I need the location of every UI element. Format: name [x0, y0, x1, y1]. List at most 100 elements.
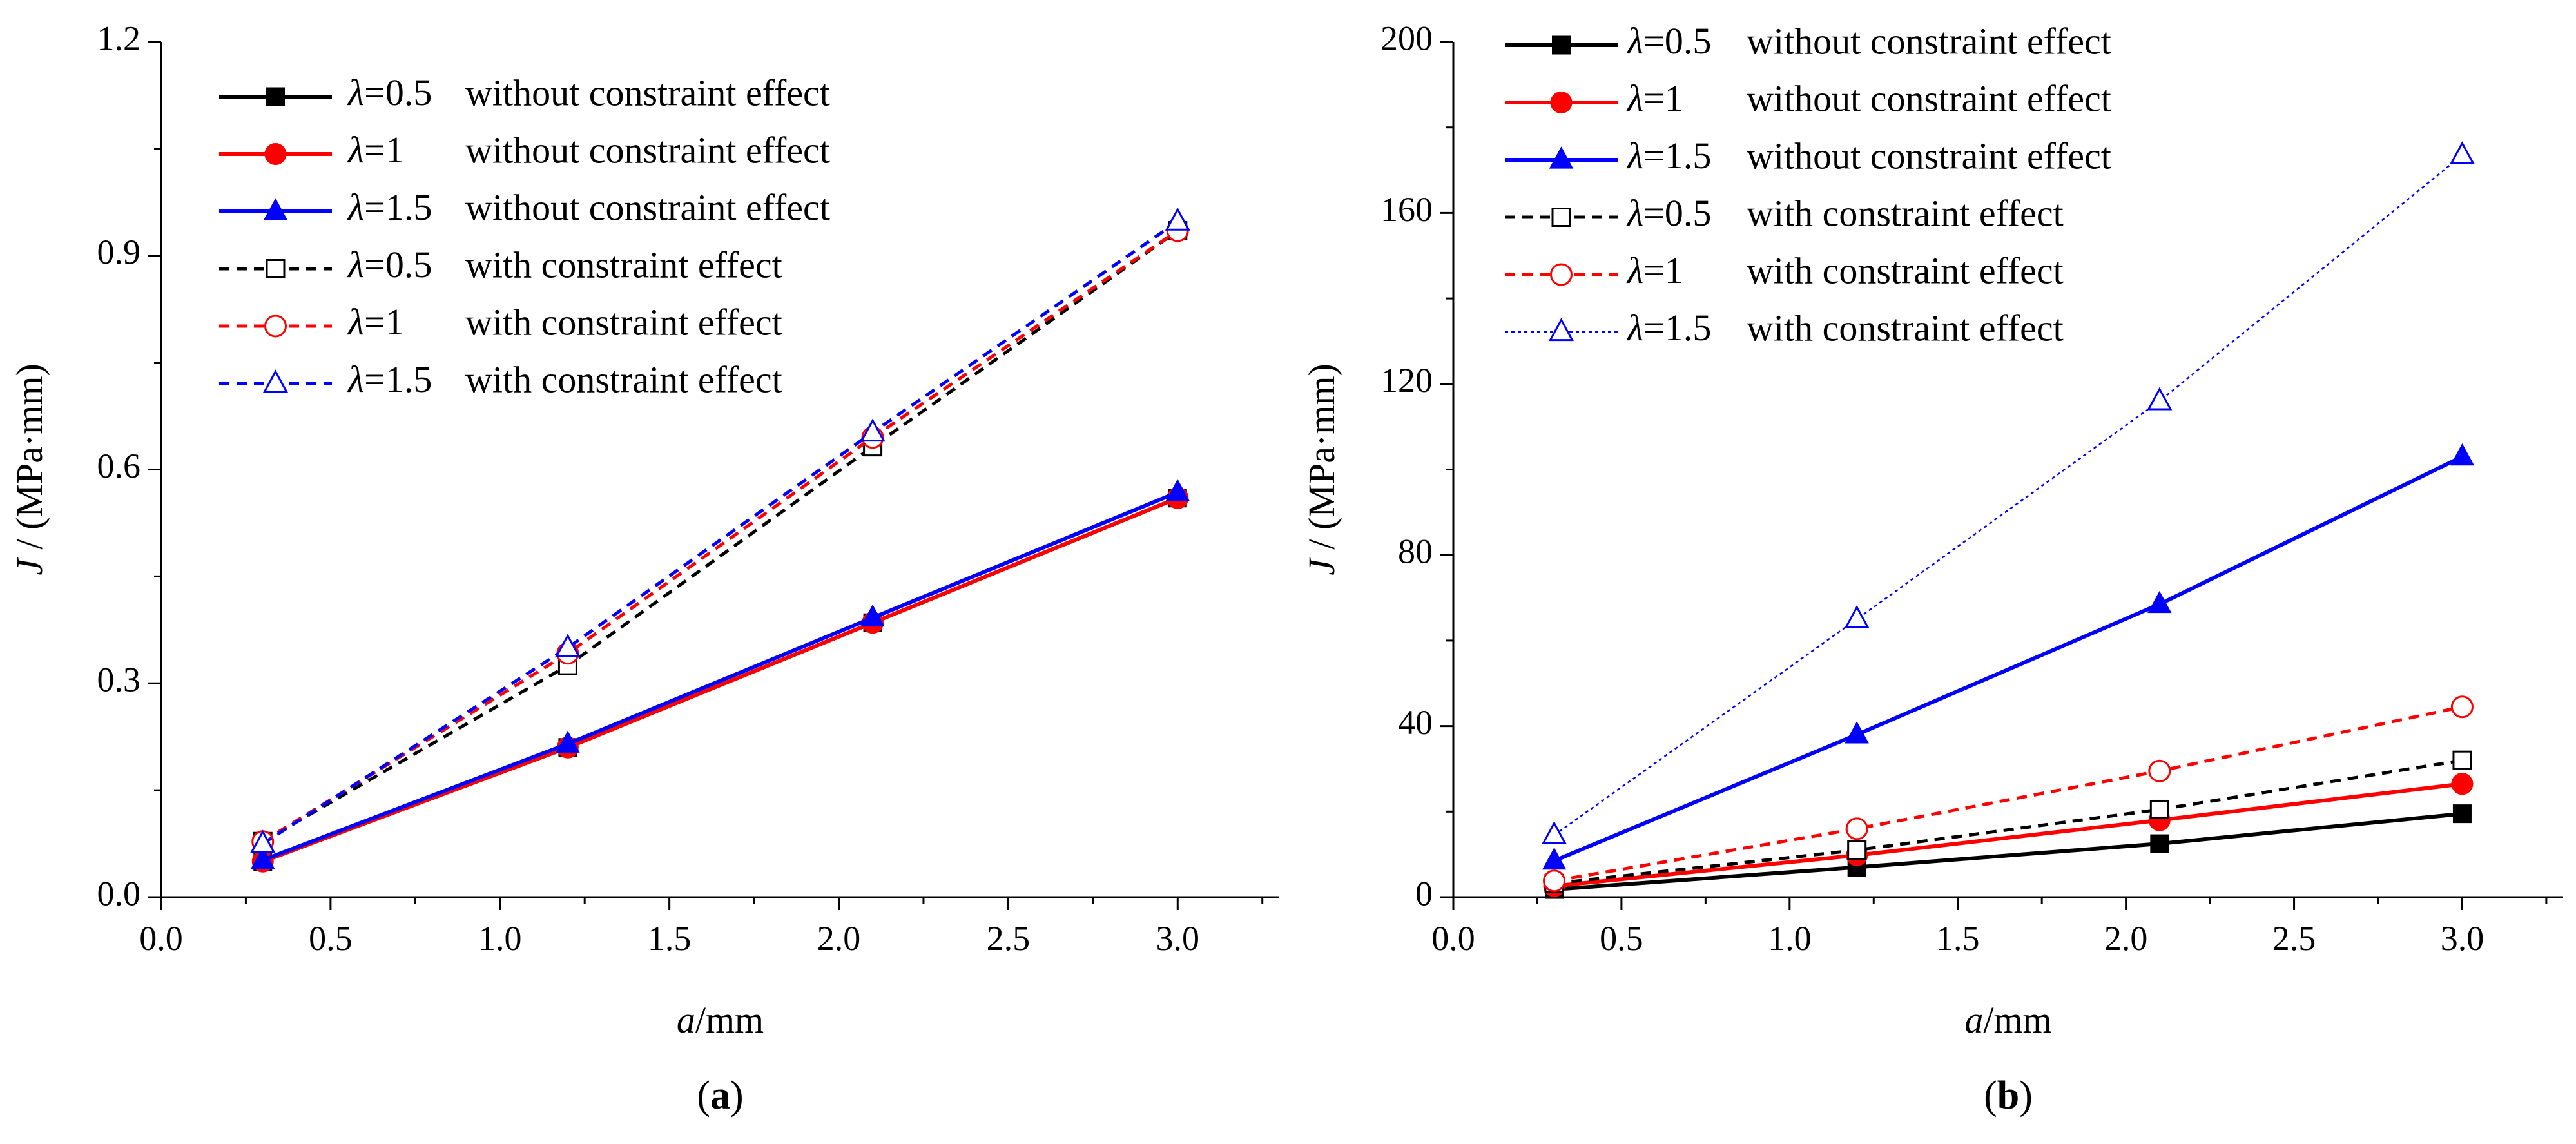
legend-marker: [1549, 146, 1574, 169]
legend-lambda: λ=0.5: [347, 72, 432, 113]
data-point: [2148, 759, 2171, 782]
legend-label: with constraint effect: [1747, 307, 2064, 349]
data-point: [2450, 443, 2475, 466]
data-point: [1165, 207, 1190, 231]
data-point: [2149, 799, 2169, 819]
panel-label: (a): [697, 1074, 743, 1118]
x-tick-label: 2.5: [2272, 919, 2316, 958]
legend-marker: [1548, 318, 1574, 342]
y-tick-label: 120: [1380, 361, 1433, 400]
legend-lambda: λ=1.5: [1626, 135, 1711, 177]
x-tick-label: 1.5: [1936, 919, 1980, 958]
data-point: [1844, 605, 1870, 628]
data-point: [250, 829, 276, 853]
legend-marker: [264, 143, 287, 165]
legend-lambda: λ=1: [347, 129, 404, 171]
series-3: [251, 479, 1190, 869]
legend-marker: [262, 369, 289, 393]
legend-lambda: λ=1.5: [347, 186, 432, 228]
legend-label: without constraint effect: [1747, 77, 2111, 119]
legend-label: with constraint effect: [1747, 249, 2064, 291]
data-point: [1542, 847, 1567, 870]
series-line: [262, 220, 1179, 846]
x-tick-label: 0.5: [1600, 919, 1643, 958]
data-point: [2150, 834, 2169, 853]
data-point: [1165, 479, 1190, 501]
series-line: [1554, 759, 2463, 886]
legend-label: with constraint effect: [465, 301, 782, 343]
x-tick-label: 2.5: [987, 919, 1031, 958]
data-point: [2147, 590, 2172, 614]
legend-marker: [1551, 208, 1571, 227]
series-3: [1542, 443, 2475, 870]
panel-a: 0.0 0.5 1.0 1.5 2.0 2.5 3.0 0.0 0.3 0.6 0.9 1.2 a/mm…: [8, 19, 1279, 1118]
x-tick-label: 3.0: [2441, 919, 2484, 958]
series-1: [1545, 804, 2472, 899]
legend-label: with constraint effect: [465, 244, 782, 286]
y-tick-label: 0.0: [97, 874, 141, 913]
legend-label: without constraint effect: [465, 186, 830, 228]
legend-marker: [266, 259, 286, 278]
legend-label: without constraint effect: [1747, 20, 2111, 62]
data-point: [1845, 817, 1868, 840]
x-tick-label: 1.0: [1768, 919, 1812, 958]
legend-lambda: λ=1: [1626, 77, 1683, 119]
data-point: [1542, 821, 1567, 844]
y-axis-label: J / (MPa·mm): [1301, 364, 1342, 576]
legend-marker: [1550, 92, 1573, 113]
y-tick-label: 160: [1380, 190, 1433, 229]
series-6: [1542, 141, 2475, 844]
data-point: [1543, 869, 1566, 893]
legend-lambda: λ=1: [347, 301, 404, 343]
x-axis-label: a/mm: [677, 999, 764, 1041]
series-line: [1554, 782, 2463, 888]
y-tick-label: 80: [1398, 532, 1433, 571]
legend-label: with constraint effect: [465, 358, 782, 400]
legend-label: without constraint effect: [465, 129, 830, 171]
series-5: [1543, 695, 2474, 893]
legend: λ=0.5 without constraint effect λ=1 without…: [219, 72, 830, 400]
x-tick-label: 0.5: [309, 919, 353, 958]
legend-marker: [263, 198, 288, 220]
data-point: [2147, 387, 2173, 411]
y-tick-label: 40: [1398, 703, 1433, 742]
x-tick-label: 2.0: [817, 919, 861, 958]
legend-lambda: λ=0.5: [347, 244, 432, 286]
x-tick-label: 2.0: [2104, 919, 2148, 958]
y-tick-label: 200: [1380, 19, 1433, 57]
legend-lambda: λ=0.5: [1626, 20, 1711, 62]
x-tick-label: 0.0: [139, 919, 183, 958]
x-axis-label: a/mm: [1964, 999, 2051, 1041]
data-point: [1847, 840, 1867, 860]
data-point: [2450, 695, 2474, 719]
series-line: [262, 229, 1179, 843]
series-line: [1553, 454, 2463, 863]
series-line: [262, 490, 1179, 862]
y-tick-label: 0.9: [97, 233, 141, 271]
y-axis-label: J / (MPa·mm): [8, 364, 50, 576]
data-point: [860, 604, 885, 627]
data-point: [1845, 721, 1869, 744]
x-tick-label: 0.0: [1431, 919, 1475, 958]
legend: λ=0.5 without constraint effect λ=1 without…: [1505, 20, 2111, 349]
legend-marker: [1550, 263, 1573, 286]
legend-lambda: λ=0.5: [1626, 192, 1711, 234]
y-tick-label: 0.6: [97, 447, 141, 485]
series-2: [1543, 773, 2474, 897]
legend-marker: [266, 87, 285, 106]
x-tick-label: 1.0: [478, 919, 522, 958]
series-6: [250, 207, 1190, 853]
legend-label: without constraint effect: [1747, 135, 2111, 177]
legend-lambda: λ=1.5: [347, 358, 432, 400]
x-tick-label: 3.0: [1156, 919, 1200, 958]
data-point: [2449, 141, 2475, 164]
series-line: [1554, 811, 2463, 892]
data-point: [2452, 750, 2472, 770]
panel-b: 0.0 0.5 1.0 1.5 2.0 2.5 3.0 0 40 80 120 160 200 a/mm J…: [1301, 19, 2563, 1118]
series-line: [262, 496, 1179, 864]
data-point: [2451, 773, 2474, 795]
data-point: [2452, 804, 2472, 824]
legend-marker: [264, 315, 287, 338]
legend-label: without constraint effect: [465, 72, 830, 113]
